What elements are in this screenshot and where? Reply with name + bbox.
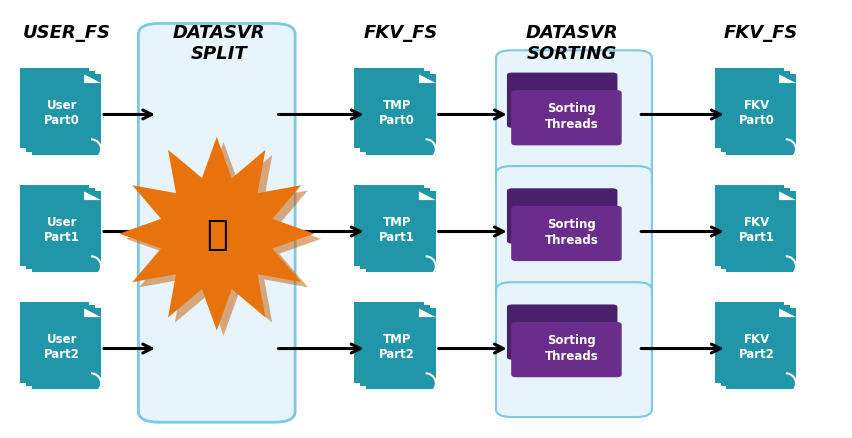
Polygon shape [119,138,314,331]
FancyBboxPatch shape [354,69,423,149]
FancyBboxPatch shape [20,186,89,266]
FancyBboxPatch shape [726,192,795,272]
Text: FKV_FS: FKV_FS [723,25,797,42]
Text: TMP
Part1: TMP Part1 [378,216,414,244]
Text: User
Part2: User Part2 [44,332,80,360]
FancyBboxPatch shape [510,91,621,146]
FancyBboxPatch shape [32,192,101,272]
Text: Sorting
Threads: Sorting Threads [544,333,597,362]
FancyBboxPatch shape [360,189,429,269]
FancyBboxPatch shape [506,305,617,360]
FancyBboxPatch shape [720,72,789,152]
FancyBboxPatch shape [26,189,95,269]
FancyBboxPatch shape [510,206,621,261]
Polygon shape [778,75,795,84]
Polygon shape [418,192,435,201]
FancyBboxPatch shape [714,303,783,383]
FancyBboxPatch shape [495,283,651,417]
Text: FKV
Part2: FKV Part2 [738,332,774,360]
FancyBboxPatch shape [32,75,101,155]
Polygon shape [84,309,101,318]
Text: FKV_FS: FKV_FS [364,25,438,42]
FancyBboxPatch shape [495,51,651,186]
FancyBboxPatch shape [714,186,783,266]
FancyBboxPatch shape [506,74,617,128]
FancyBboxPatch shape [506,189,617,244]
FancyBboxPatch shape [726,75,795,155]
Text: DATASVR
SORTING: DATASVR SORTING [526,25,618,63]
Text: Sorting
Threads: Sorting Threads [544,102,597,131]
FancyBboxPatch shape [26,306,95,386]
Text: TMP
Part0: TMP Part0 [378,99,414,127]
FancyBboxPatch shape [366,75,435,155]
FancyBboxPatch shape [366,192,435,272]
Text: TMP
Part2: TMP Part2 [378,332,414,360]
FancyBboxPatch shape [354,303,423,383]
Polygon shape [778,192,795,201]
FancyBboxPatch shape [366,309,435,389]
Polygon shape [418,309,435,318]
Text: 搞: 搞 [205,217,227,251]
FancyBboxPatch shape [354,186,423,266]
FancyBboxPatch shape [138,25,295,422]
FancyBboxPatch shape [720,189,789,269]
Text: User
Part0: User Part0 [44,99,80,127]
FancyBboxPatch shape [510,322,621,378]
FancyBboxPatch shape [495,167,651,301]
FancyBboxPatch shape [20,303,89,383]
FancyBboxPatch shape [726,309,795,389]
Text: USER_FS: USER_FS [22,25,110,42]
Text: FKV
Part1: FKV Part1 [738,216,774,244]
Polygon shape [126,143,320,336]
FancyBboxPatch shape [714,69,783,149]
FancyBboxPatch shape [20,69,89,149]
Polygon shape [778,309,795,318]
FancyBboxPatch shape [360,72,429,152]
FancyBboxPatch shape [720,306,789,386]
Text: DATASVR
SPLIT: DATASVR SPLIT [172,25,265,63]
Text: FKV
Part0: FKV Part0 [738,99,774,127]
Polygon shape [84,192,101,201]
Polygon shape [84,75,101,84]
FancyBboxPatch shape [360,306,429,386]
Polygon shape [418,75,435,84]
FancyBboxPatch shape [32,309,101,389]
FancyBboxPatch shape [26,72,95,152]
Text: Sorting
Threads: Sorting Threads [544,217,597,246]
Text: User
Part1: User Part1 [44,216,80,244]
